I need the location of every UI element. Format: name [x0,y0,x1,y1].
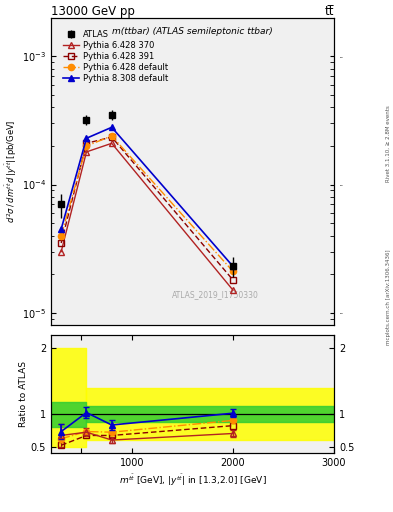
Pythia 6.428 370 [109,140,114,146]
Text: Rivet 3.1.10, ≥ 2.8M events: Rivet 3.1.10, ≥ 2.8M events [386,105,391,182]
Text: 13000 GeV pp: 13000 GeV pp [51,5,135,18]
Line: Pythia 8.308 default: Pythia 8.308 default [58,124,236,269]
Pythia 6.428 391 [109,134,114,140]
Text: m(ttbar) (ATLAS semileptonic ttbar): m(ttbar) (ATLAS semileptonic ttbar) [112,27,273,36]
Line: Pythia 6.428 default: Pythia 6.428 default [58,133,236,274]
Text: ATLAS_2019_I1750330: ATLAS_2019_I1750330 [172,290,259,299]
X-axis label: $m^{t\bar{t}}$ [GeV], $|y^{t\bar{t}}|$ in [1.3,2.0] [GeV]: $m^{t\bar{t}}$ [GeV], $|y^{t\bar{t}}|$ i… [119,472,266,488]
Text: mcplots.cern.ch [arXiv:1306.3436]: mcplots.cern.ch [arXiv:1306.3436] [386,249,391,345]
Pythia 6.428 370 [84,149,89,155]
Pythia 6.428 default [84,143,89,149]
Pythia 6.428 default [109,133,114,139]
Line: Pythia 6.428 391: Pythia 6.428 391 [58,134,236,283]
Pythia 6.428 391 [231,277,235,283]
Pythia 8.308 default [109,124,114,131]
Pythia 6.428 default [231,268,235,274]
Pythia 8.308 default [59,226,64,232]
Y-axis label: Ratio to ATLAS: Ratio to ATLAS [19,361,28,427]
Pythia 8.308 default [84,135,89,141]
Text: tt̅: tt̅ [325,5,334,18]
Pythia 6.428 391 [84,140,89,146]
Line: Pythia 6.428 370: Pythia 6.428 370 [58,140,236,293]
Pythia 6.428 default [59,232,64,239]
Pythia 6.428 391 [59,240,64,246]
Pythia 6.428 370 [231,287,235,293]
Pythia 6.428 370 [59,248,64,254]
Pythia 8.308 default [231,263,235,269]
Legend: ATLAS, Pythia 6.428 370, Pythia 6.428 391, Pythia 6.428 default, Pythia 8.308 de: ATLAS, Pythia 6.428 370, Pythia 6.428 39… [61,28,169,85]
Y-axis label: $d^2\sigma\,/\,dm^{t\bar{t}}\,d\,|y^{t\bar{t}}|\,[\mathrm{pb/GeV}]$: $d^2\sigma\,/\,dm^{t\bar{t}}\,d\,|y^{t\b… [4,120,19,223]
